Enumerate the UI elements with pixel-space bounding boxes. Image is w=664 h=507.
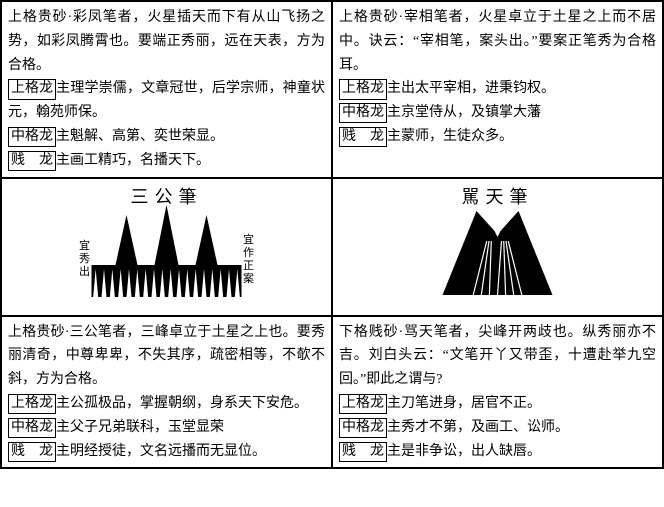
fig-left-side-l3: 出 xyxy=(79,264,90,278)
tag-jianlong: 贱 龙 xyxy=(8,151,56,171)
bl-t3: 主明经授徒，文名远播而无显位。 xyxy=(56,444,266,459)
br-t2: 主秀才不第，及画工、讼师。 xyxy=(387,420,569,435)
tag-zhonggelong: 中格龙 xyxy=(8,127,56,147)
cell-fig-right: 駡天筆 xyxy=(332,178,663,316)
page-grid: 上格贵砂·彩凤笔者，火星插天而下有从山飞扬之势，如彩凤腾霄也。要端正秀丽，远在天… xyxy=(0,0,664,469)
bl-line2: 中格龙主父子兄弟联科，玉堂显荣 xyxy=(8,416,325,440)
fig-left-side-r2: 作 xyxy=(243,246,254,259)
br-line3: 贱 龙主是非争讼，出人缺唇。 xyxy=(339,440,656,464)
tag-shanggelong: 上格龙 xyxy=(339,394,387,414)
tl-para1: 上格贵砂·彩凤笔者，火星插天而下有从山飞扬之势，如彩凤腾霄也。要端正秀丽，远在天… xyxy=(8,6,325,77)
tag-shanggelong: 上格龙 xyxy=(8,79,56,99)
tag-zhonggelong: 中格龙 xyxy=(339,103,387,123)
br-t3: 主是非争讼，出人缺唇。 xyxy=(387,444,541,459)
fig-left-side-l1: 宜 xyxy=(79,238,90,252)
bl-para1: 上格贵砂·三公笔者，三峰卓立于土星之上也。要秀丽清奇，中尊卑卑，不失其序，疏密相… xyxy=(8,321,325,392)
fig-right-title: 駡天筆 xyxy=(462,187,534,207)
tl-t3: 主画工精巧，名播天下。 xyxy=(56,153,210,168)
fig-left-base xyxy=(92,265,242,297)
tl-line1: 上格龙主理学崇儒，文章冠世，后学宗师，神童状元，翰苑师保。 xyxy=(8,77,325,125)
cell-top-right: 上格贵砂·宰相笔者，火星卓立于土星之上而不居中。诀云：“宰相笔，案头出。”要案正… xyxy=(332,1,663,178)
tag-jianlong: 贱 龙 xyxy=(339,127,387,147)
tag-jianlong: 贱 龙 xyxy=(8,442,56,462)
tr-para1: 上格贵砂·宰相笔者，火星卓立于土星之上而不居中。诀云：“宰相笔，案头出。”要案正… xyxy=(339,6,656,77)
tag-jianlong: 贱 龙 xyxy=(339,442,387,462)
bl-line1: 上格龙主公孤极品，掌握朝纲，身系天下安危。 xyxy=(8,392,325,416)
tl-t1: 主理学崇儒，文章冠世，后学宗师，神童状元，翰苑师保。 xyxy=(8,81,325,120)
cell-fig-left: 三公筆 宜 秀 出 宜 作 正 案 xyxy=(1,178,332,316)
tl-line3: 贱 龙主画工精巧，名播天下。 xyxy=(8,149,325,173)
tag-shanggelong: 上格龙 xyxy=(8,394,56,414)
tl-t2: 主魁解、高第、奕世荣显。 xyxy=(56,129,224,144)
tr-t3: 主蒙师，生徒众多。 xyxy=(387,129,513,144)
tr-t2: 主京堂侍从，及镇掌大藩 xyxy=(387,105,541,120)
tr-t1: 主出太平宰相，进秉钧权。 xyxy=(387,81,555,96)
fig-left-side-r1: 宜 xyxy=(243,232,254,246)
br-line1: 上格龙主刀笔进身，居官不正。 xyxy=(339,392,656,416)
cell-bottom-right: 下格贱砂·骂天笔者，尖峰开两歧也。纵秀丽亦不吉。刘白头云：“文笔开丫又带歪，十遭… xyxy=(332,316,663,469)
br-line2: 中格龙主秀才不第，及画工、讼师。 xyxy=(339,416,656,440)
matianbi-figure: 駡天筆 xyxy=(341,187,654,307)
fig-left-side-r4: 案 xyxy=(243,271,254,285)
fig-left-side-l2: 秀 xyxy=(79,252,90,265)
tr-line2: 中格龙主京堂侍从，及镇掌大藩 xyxy=(339,101,656,125)
fig-right-fork xyxy=(443,211,553,295)
tr-line3: 贱 龙主蒙师，生徒众多。 xyxy=(339,125,656,149)
tag-zhonggelong: 中格龙 xyxy=(339,418,387,438)
tag-shanggelong: 上格龙 xyxy=(339,79,387,99)
cell-top-left: 上格贵砂·彩凤笔者，火星插天而下有从山飞扬之势，如彩凤腾霄也。要端正秀丽，远在天… xyxy=(1,1,332,178)
bl-t1: 主公孤极品，掌握朝纲，身系天下安危。 xyxy=(56,396,308,411)
bl-line3: 贱 龙主明经授徒，文名远播而无显位。 xyxy=(8,440,325,464)
tag-zhonggelong: 中格龙 xyxy=(8,418,56,438)
tr-line1: 上格龙主出太平宰相，进秉钧权。 xyxy=(339,77,656,101)
fig-left-title: 三公筆 xyxy=(131,187,203,207)
sangongbi-figure: 三公筆 宜 秀 出 宜 作 正 案 xyxy=(10,187,323,307)
cell-bottom-left: 上格贵砂·三公笔者，三峰卓立于土星之上也。要秀丽清奇，中尊卑卑，不失其序，疏密相… xyxy=(1,316,332,469)
fig-left-side-r3: 正 xyxy=(243,260,254,272)
fig-left-peaks xyxy=(116,205,218,265)
br-t1: 主刀笔进身，居官不正。 xyxy=(387,396,541,411)
bl-t2: 主父子兄弟联科，玉堂显荣 xyxy=(56,420,224,435)
tl-line2: 中格龙主魁解、高第、奕世荣显。 xyxy=(8,125,325,149)
br-para1: 下格贱砂·骂天笔者，尖峰开两歧也。纵秀丽亦不吉。刘白头云：“文笔开丫又带歪，十遭… xyxy=(339,321,656,392)
